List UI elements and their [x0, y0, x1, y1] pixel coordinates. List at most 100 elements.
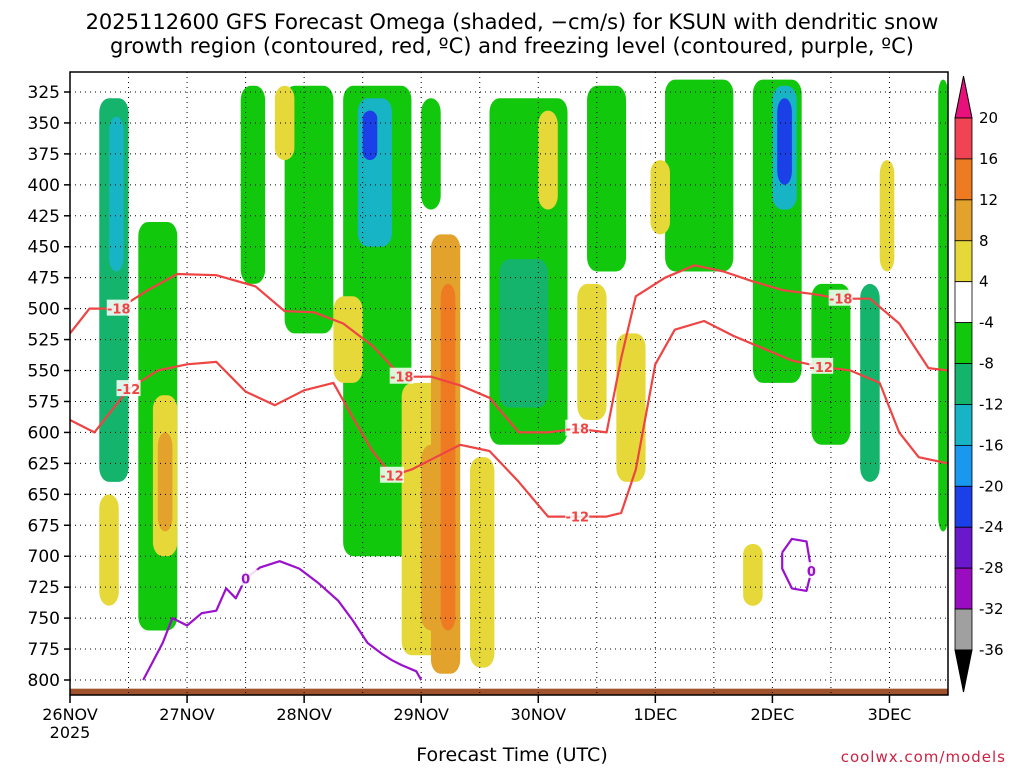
- plot-frame: [69, 71, 949, 696]
- colorbar-tick-label-12: -32: [979, 600, 1004, 618]
- colorbar-bin-7: [954, 404, 973, 446]
- colorbar-bin-2: [954, 199, 973, 242]
- contour-label-3-0: 0: [807, 565, 816, 580]
- chart-title-line-1: 2025112600 GFS Forecast Omega (shaded, −…: [85, 10, 939, 34]
- contour-line-0: [70, 264, 948, 434]
- colorbar-tick-label-7: -12: [979, 395, 1004, 413]
- contours: -18 -18 -18 -18 -12 -12 -12 -12 0 0: [70, 264, 948, 681]
- contour-label-bg-0-3: [828, 289, 853, 306]
- x-tick-label-1: 27NOV: [159, 705, 215, 724]
- y-tick-label-1: 350: [28, 114, 60, 134]
- y-tick-label-19: 800: [28, 671, 60, 691]
- y-axis: 325 350 375 400 425 450 475 500 525 550 575 600 625 6…: [28, 83, 70, 691]
- y-tick-label-17: 750: [28, 609, 60, 629]
- y-tick-label-11: 600: [28, 423, 60, 443]
- colorbar-tick-label-3: 8: [979, 232, 989, 250]
- contour-label-bg-0-2: [565, 419, 590, 436]
- omega-region-34: [879, 160, 895, 272]
- y-tick-label-18: 775: [28, 640, 60, 660]
- x-tick-label-0: 26NOV: [42, 705, 98, 724]
- y-tick-label-12: 625: [28, 454, 60, 474]
- contour-label-0-3: -18: [829, 293, 853, 308]
- chart-title-line-2: growth region (contoured, red, ºC) and f…: [110, 34, 914, 58]
- omega-region-15: [777, 98, 792, 185]
- omega-region-12: [665, 79, 734, 272]
- omega-region-3: [240, 85, 266, 284]
- contour-label-0-0: -18: [107, 303, 131, 318]
- colorbar-tick-label-1: 16: [979, 150, 998, 168]
- contour-label-bg-1-0: [116, 380, 141, 397]
- x-year-label: 2025: [50, 723, 91, 742]
- x-tick-label-7: 3DEC: [868, 705, 912, 724]
- contour-label-2-0: 0: [241, 572, 250, 587]
- omega-region-17: [860, 283, 880, 482]
- y-tick-label-5: 450: [28, 238, 60, 258]
- y-tick-label-9: 550: [28, 362, 60, 382]
- omega-region-23: [333, 296, 363, 383]
- contour-label-bg-0-0: [106, 299, 131, 316]
- colorbar-tick-label-10: -24: [979, 518, 1004, 536]
- credit-text: coolwx.com/models: [840, 748, 1006, 766]
- omega-shading: [99, 79, 948, 674]
- omega-region-4: [284, 85, 334, 334]
- contour-label-1-0: -12: [117, 383, 141, 398]
- colorbar-tick-label-5: -4: [979, 314, 994, 332]
- colorbar-bin-11: [954, 567, 973, 610]
- contour-label-bg-1-1: [379, 466, 404, 483]
- y-tick-label-3: 400: [28, 176, 60, 196]
- y-tick-label-14: 675: [28, 516, 60, 536]
- x-tick-label-3: 29NOV: [393, 705, 449, 724]
- colorbar-bin-10: [954, 526, 973, 569]
- y-tick-label-6: 475: [28, 269, 60, 289]
- contour-label-1-2: -12: [566, 511, 590, 526]
- contour-line-3: [781, 537, 813, 593]
- contour-line-1: [70, 319, 948, 518]
- contour-label-0-2: -18: [566, 423, 590, 438]
- y-tick-label-8: 525: [28, 331, 60, 351]
- colorbar-tick-label-9: -20: [979, 477, 1004, 495]
- y-tick-label-10: 575: [28, 392, 60, 412]
- colorbar-over-triangle: [954, 75, 973, 119]
- x-tick-label-2: 28NOV: [276, 705, 332, 724]
- omega-region-28: [469, 457, 495, 668]
- x-axis: 26NOV 27NOV 28NOV 29NOV 30NOV 1DEC 2DEC 3DEC 202…: [42, 695, 911, 742]
- colorbar-bin-1: [954, 158, 973, 201]
- colorbar-bin-8: [954, 444, 973, 487]
- colorbar-bin-6: [954, 363, 973, 405]
- contour-label-bg-1-2: [565, 507, 590, 524]
- omega-region-21: [99, 494, 119, 606]
- colorbar-bin-0: [954, 117, 973, 160]
- colorbar-bin-4: [954, 281, 973, 324]
- contour-label-bg-2-0: [233, 569, 258, 586]
- omega-region-30: [577, 283, 607, 421]
- omega-region-27: [440, 283, 456, 631]
- x-axis-title: Forecast Time (UTC): [416, 744, 608, 766]
- contour-label-1-1: -12: [380, 470, 404, 485]
- y-tick-label-16: 725: [28, 578, 60, 598]
- y-tick-label-2: 375: [28, 145, 60, 165]
- omega-region-33: [743, 543, 763, 606]
- colorbar-tick-label-2: 12: [979, 191, 998, 209]
- omega-region-22: [274, 85, 295, 161]
- colorbar-tick-label-13: -36: [979, 641, 1004, 659]
- colorbar-tick-label-11: -28: [979, 559, 1004, 577]
- colorbar-tick-label-6: -8: [979, 355, 994, 373]
- contour-label-1-3: -12: [809, 361, 833, 376]
- contour-label-bg-1-3: [809, 357, 834, 374]
- colorbar-bin-5: [954, 322, 973, 364]
- y-tick-label-7: 500: [28, 300, 60, 320]
- omega-region-20: [157, 432, 173, 532]
- omega-region-32: [650, 160, 670, 235]
- contour-label-bg-3-0: [799, 562, 824, 579]
- colorbar-tick-label-0: 20: [979, 109, 998, 127]
- omega-region-11: [587, 85, 627, 272]
- omega-region-29: [538, 110, 558, 210]
- contour-label-0-1: -18: [390, 371, 414, 386]
- colorbar-bin-12: [954, 608, 973, 651]
- y-tick-label-4: 425: [28, 207, 60, 227]
- colorbar-legend: 20 16 12 8 4 -4 -8 -12 -16 -20 -24 -28 -32 -36: [954, 75, 1004, 693]
- x-tick-label-6: 2DEC: [751, 705, 795, 724]
- colorbar-bin-9: [954, 485, 973, 528]
- omega-region-7: [362, 110, 378, 161]
